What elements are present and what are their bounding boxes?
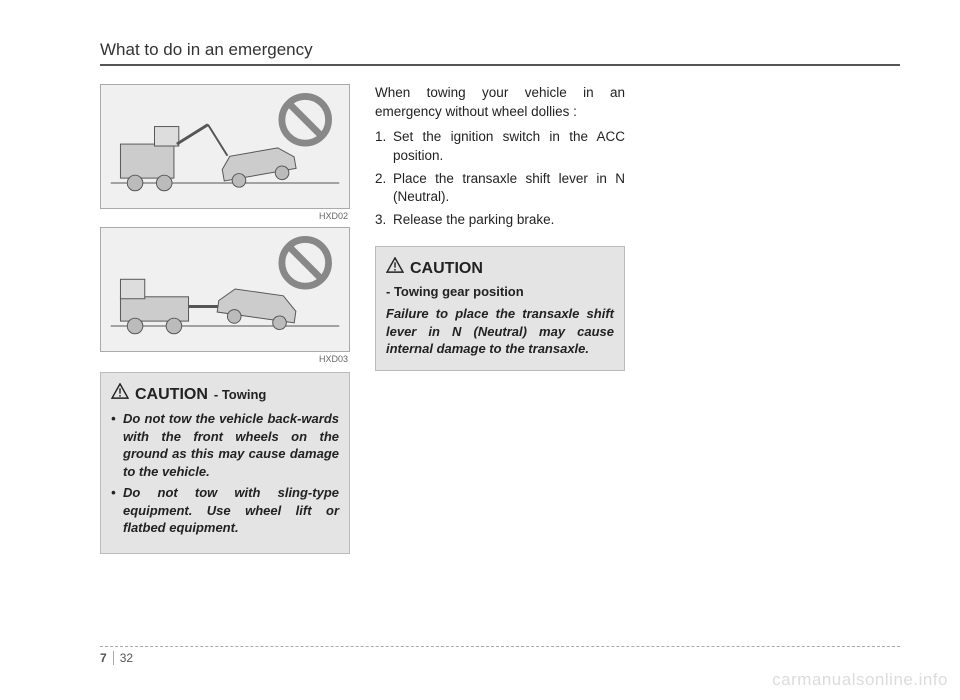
column-right — [650, 84, 900, 554]
page-footer: 7 32 — [100, 646, 900, 665]
figure-towing-wrong-2 — [100, 227, 350, 352]
column-left: HXD02 HXD03 — [100, 84, 350, 554]
figure-tag: HXD03 — [100, 354, 350, 364]
page-number: 7 32 — [100, 651, 900, 665]
warning-triangle-icon — [386, 257, 404, 273]
figure-towing-wrong-1 — [100, 84, 350, 209]
warning-triangle-icon — [111, 383, 129, 399]
page-number-value: 32 — [120, 651, 133, 665]
section-number: 7 — [100, 651, 107, 665]
caution-header: CAUTION - Towing — [111, 383, 339, 404]
header-rule — [100, 64, 900, 66]
step-item: Set the ignition switch in the ACC posit… — [375, 128, 625, 166]
caution-list: Do not tow the vehicle back-wards with t… — [111, 410, 339, 537]
content-columns: HXD02 HXD03 — [100, 84, 900, 554]
caution-item: Do not tow the vehicle back-wards with t… — [111, 410, 339, 480]
towing-diagram-icon — [101, 228, 349, 351]
caution-item: Do not tow with sling-type equipment. Us… — [111, 484, 339, 537]
caution-body-text: Failure to place the transaxle shift lev… — [386, 305, 614, 358]
step-item: Release the parking brake. — [375, 211, 625, 230]
caution-header: CAUTION - Towing gear position — [386, 257, 614, 299]
intro-paragraph: When towing your vehicle in an emergency… — [375, 84, 625, 122]
column-middle: When towing your vehicle in an emergency… — [375, 84, 625, 554]
caution-box-gear: CAUTION - Towing gear position Failure t… — [375, 246, 625, 371]
figure-tag: HXD02 — [100, 211, 350, 221]
caution-box-towing: CAUTION - Towing Do not tow the vehicle … — [100, 372, 350, 554]
page-header: What to do in an emergency — [100, 40, 900, 66]
towing-diagram-icon — [101, 85, 349, 208]
step-list: Set the ignition switch in the ACC posit… — [375, 128, 625, 230]
watermark-text: carmanualsonline.info — [772, 670, 948, 690]
caution-label: CAUTION — [135, 386, 208, 404]
step-item: Place the transaxle shift lever in N (Ne… — [375, 170, 625, 208]
caution-subtitle: - Towing — [214, 387, 266, 402]
page-divider — [113, 651, 114, 665]
caution-label: CAUTION — [410, 260, 483, 278]
caution-subtitle: - Towing gear position — [386, 284, 524, 299]
header-title: What to do in an emergency — [100, 40, 900, 64]
